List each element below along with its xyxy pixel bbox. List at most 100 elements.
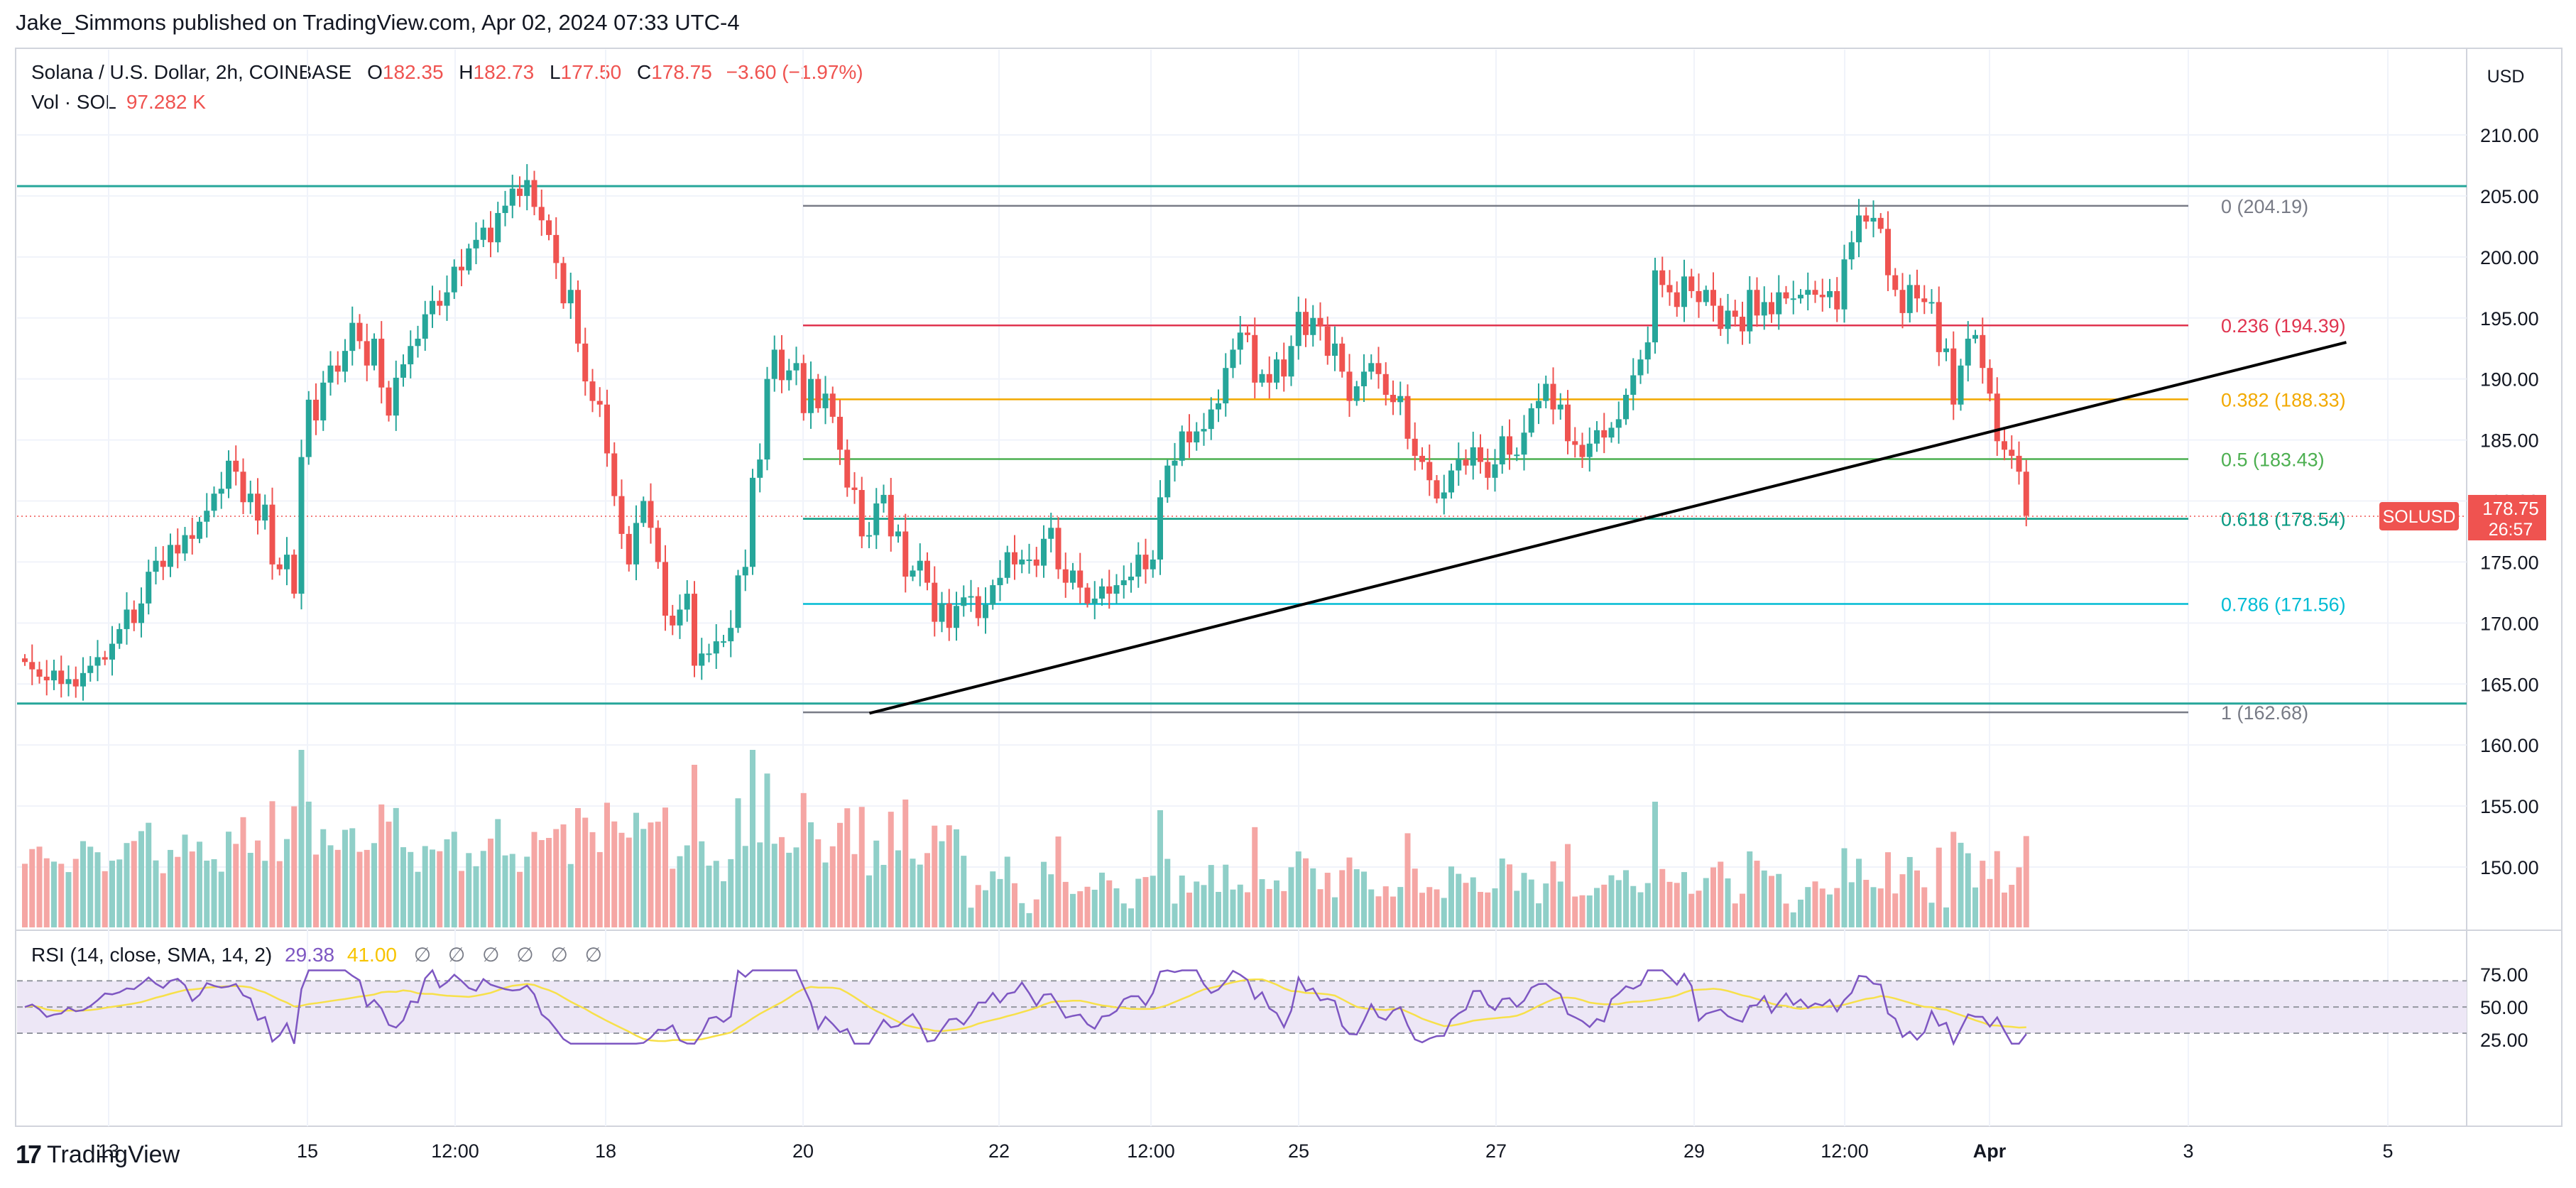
candle-body: [618, 496, 625, 534]
candle-body: [1033, 559, 1039, 566]
candle-body: [1637, 359, 1644, 376]
price-tick-label: 205.00: [2480, 186, 2539, 207]
volume-bar: [269, 801, 275, 927]
candle-body: [378, 338, 385, 388]
candle-body: [466, 248, 472, 271]
candle-body: [1586, 443, 1593, 457]
volume-bar: [1252, 827, 1258, 927]
candle-body: [1521, 432, 1527, 455]
candle-body: [1172, 460, 1178, 466]
volume-bar: [94, 852, 101, 927]
volume-bar: [189, 851, 195, 927]
time-tick-label: 18: [595, 1140, 616, 1162]
volume-bar: [1324, 873, 1331, 927]
volume-bar: [1295, 851, 1301, 927]
volume-bar: [240, 817, 246, 927]
candle-body: [815, 378, 822, 408]
volume-bar: [932, 825, 938, 927]
candle-body: [1099, 586, 1105, 599]
price-tick-label: 155.00: [2480, 796, 2539, 817]
volume-bar: [1062, 881, 1069, 927]
volume-bar: [1208, 865, 1214, 927]
currency-button[interactable]: USD: [2487, 67, 2525, 87]
candle-body: [1499, 436, 1505, 464]
volume-bar: [1375, 896, 1382, 927]
time-tick-label: 27: [1485, 1140, 1507, 1162]
volume-bar: [422, 846, 428, 927]
hidden-value-icon: ∅: [447, 944, 466, 966]
candle-body: [509, 188, 515, 206]
volume-bar: [480, 851, 486, 927]
volume-bar: [1194, 881, 1200, 927]
candle-body: [226, 460, 231, 489]
volume-bar: [917, 864, 923, 927]
candle-body: [502, 205, 508, 213]
candle-body: [1252, 334, 1258, 383]
fib-level-label: 0 (204.19): [2221, 196, 2308, 217]
volume-bar: [371, 843, 377, 927]
close-label: C: [636, 61, 652, 83]
rsi-tick-label: 50.00: [2480, 997, 2528, 1018]
symbol-ohlc-legend[interactable]: Solana / U.S. Dollar, 2h, COINBASE O182.…: [31, 61, 863, 84]
time-tick-label: 12:00: [431, 1140, 479, 1162]
volume-bar: [1805, 887, 1811, 927]
candle-body: [1623, 395, 1629, 420]
candle-body: [1062, 569, 1069, 583]
candle-body: [626, 533, 632, 565]
candle-body: [728, 628, 734, 642]
candle-body: [1456, 459, 1462, 471]
candle-body: [349, 322, 356, 352]
volume-series: [22, 750, 2029, 927]
volume-legend[interactable]: Vol · SOL 97.282 K: [31, 91, 206, 114]
candle-body: [786, 370, 792, 381]
candle-body: [692, 594, 697, 666]
rsi-tick-label: 75.00: [2480, 964, 2528, 986]
volume-bar: [1565, 844, 1571, 927]
candle-body: [553, 234, 560, 263]
volume-bar: [1478, 892, 1483, 927]
last-price-label: 178.75: [2482, 498, 2539, 519]
rsi-tick-label: 25.00: [2480, 1030, 2528, 1051]
tradingview-logo[interactable]: 17 TradingView: [16, 1140, 180, 1170]
candle-body: [1004, 552, 1010, 578]
volume-bar: [1572, 896, 1578, 927]
volume-bar: [1863, 880, 1870, 927]
volume-bar: [211, 859, 217, 927]
candle-body: [1397, 396, 1404, 403]
candle-body: [1179, 431, 1185, 461]
candle-body: [327, 365, 334, 383]
volume-value: 97.282 K: [126, 91, 206, 113]
volume-bar: [546, 838, 552, 927]
volume-bar: [560, 824, 567, 927]
candle-body: [313, 399, 319, 421]
candle-body: [94, 657, 101, 666]
volume-bar: [1339, 870, 1346, 927]
volume-bar: [1142, 877, 1149, 927]
candle-body: [305, 399, 312, 457]
candle-body: [1790, 298, 1796, 300]
candle-body: [1317, 317, 1324, 327]
volume-bar: [880, 864, 887, 927]
volume-bar: [800, 792, 807, 927]
candle-body: [291, 555, 298, 594]
volume-bar: [1303, 858, 1309, 927]
fib-level-label: 0.618 (178.54): [2221, 509, 2346, 530]
candle-body: [1470, 447, 1476, 466]
volume-bar: [1681, 872, 1687, 927]
candle-body: [1448, 470, 1454, 493]
price-tick-label: 160.00: [2480, 735, 2539, 756]
rsi-legend[interactable]: RSI (14, close, SMA, 14, 2) 29.38 41.00 …: [31, 943, 602, 966]
volume-bar: [1419, 893, 1425, 927]
volume-bar: [1070, 893, 1076, 927]
symbol-title[interactable]: Solana / U.S. Dollar, 2h, COINBASE: [31, 61, 352, 83]
candle-body: [1041, 538, 1047, 566]
candle-body: [1543, 383, 1549, 401]
candle-body: [1019, 559, 1025, 565]
volume-bar: [1644, 883, 1651, 927]
volume-bar: [1914, 870, 1920, 927]
volume-bar: [437, 851, 443, 927]
volume-bar: [1994, 851, 2000, 927]
candle-body: [495, 212, 501, 243]
volume-bar: [87, 846, 94, 927]
